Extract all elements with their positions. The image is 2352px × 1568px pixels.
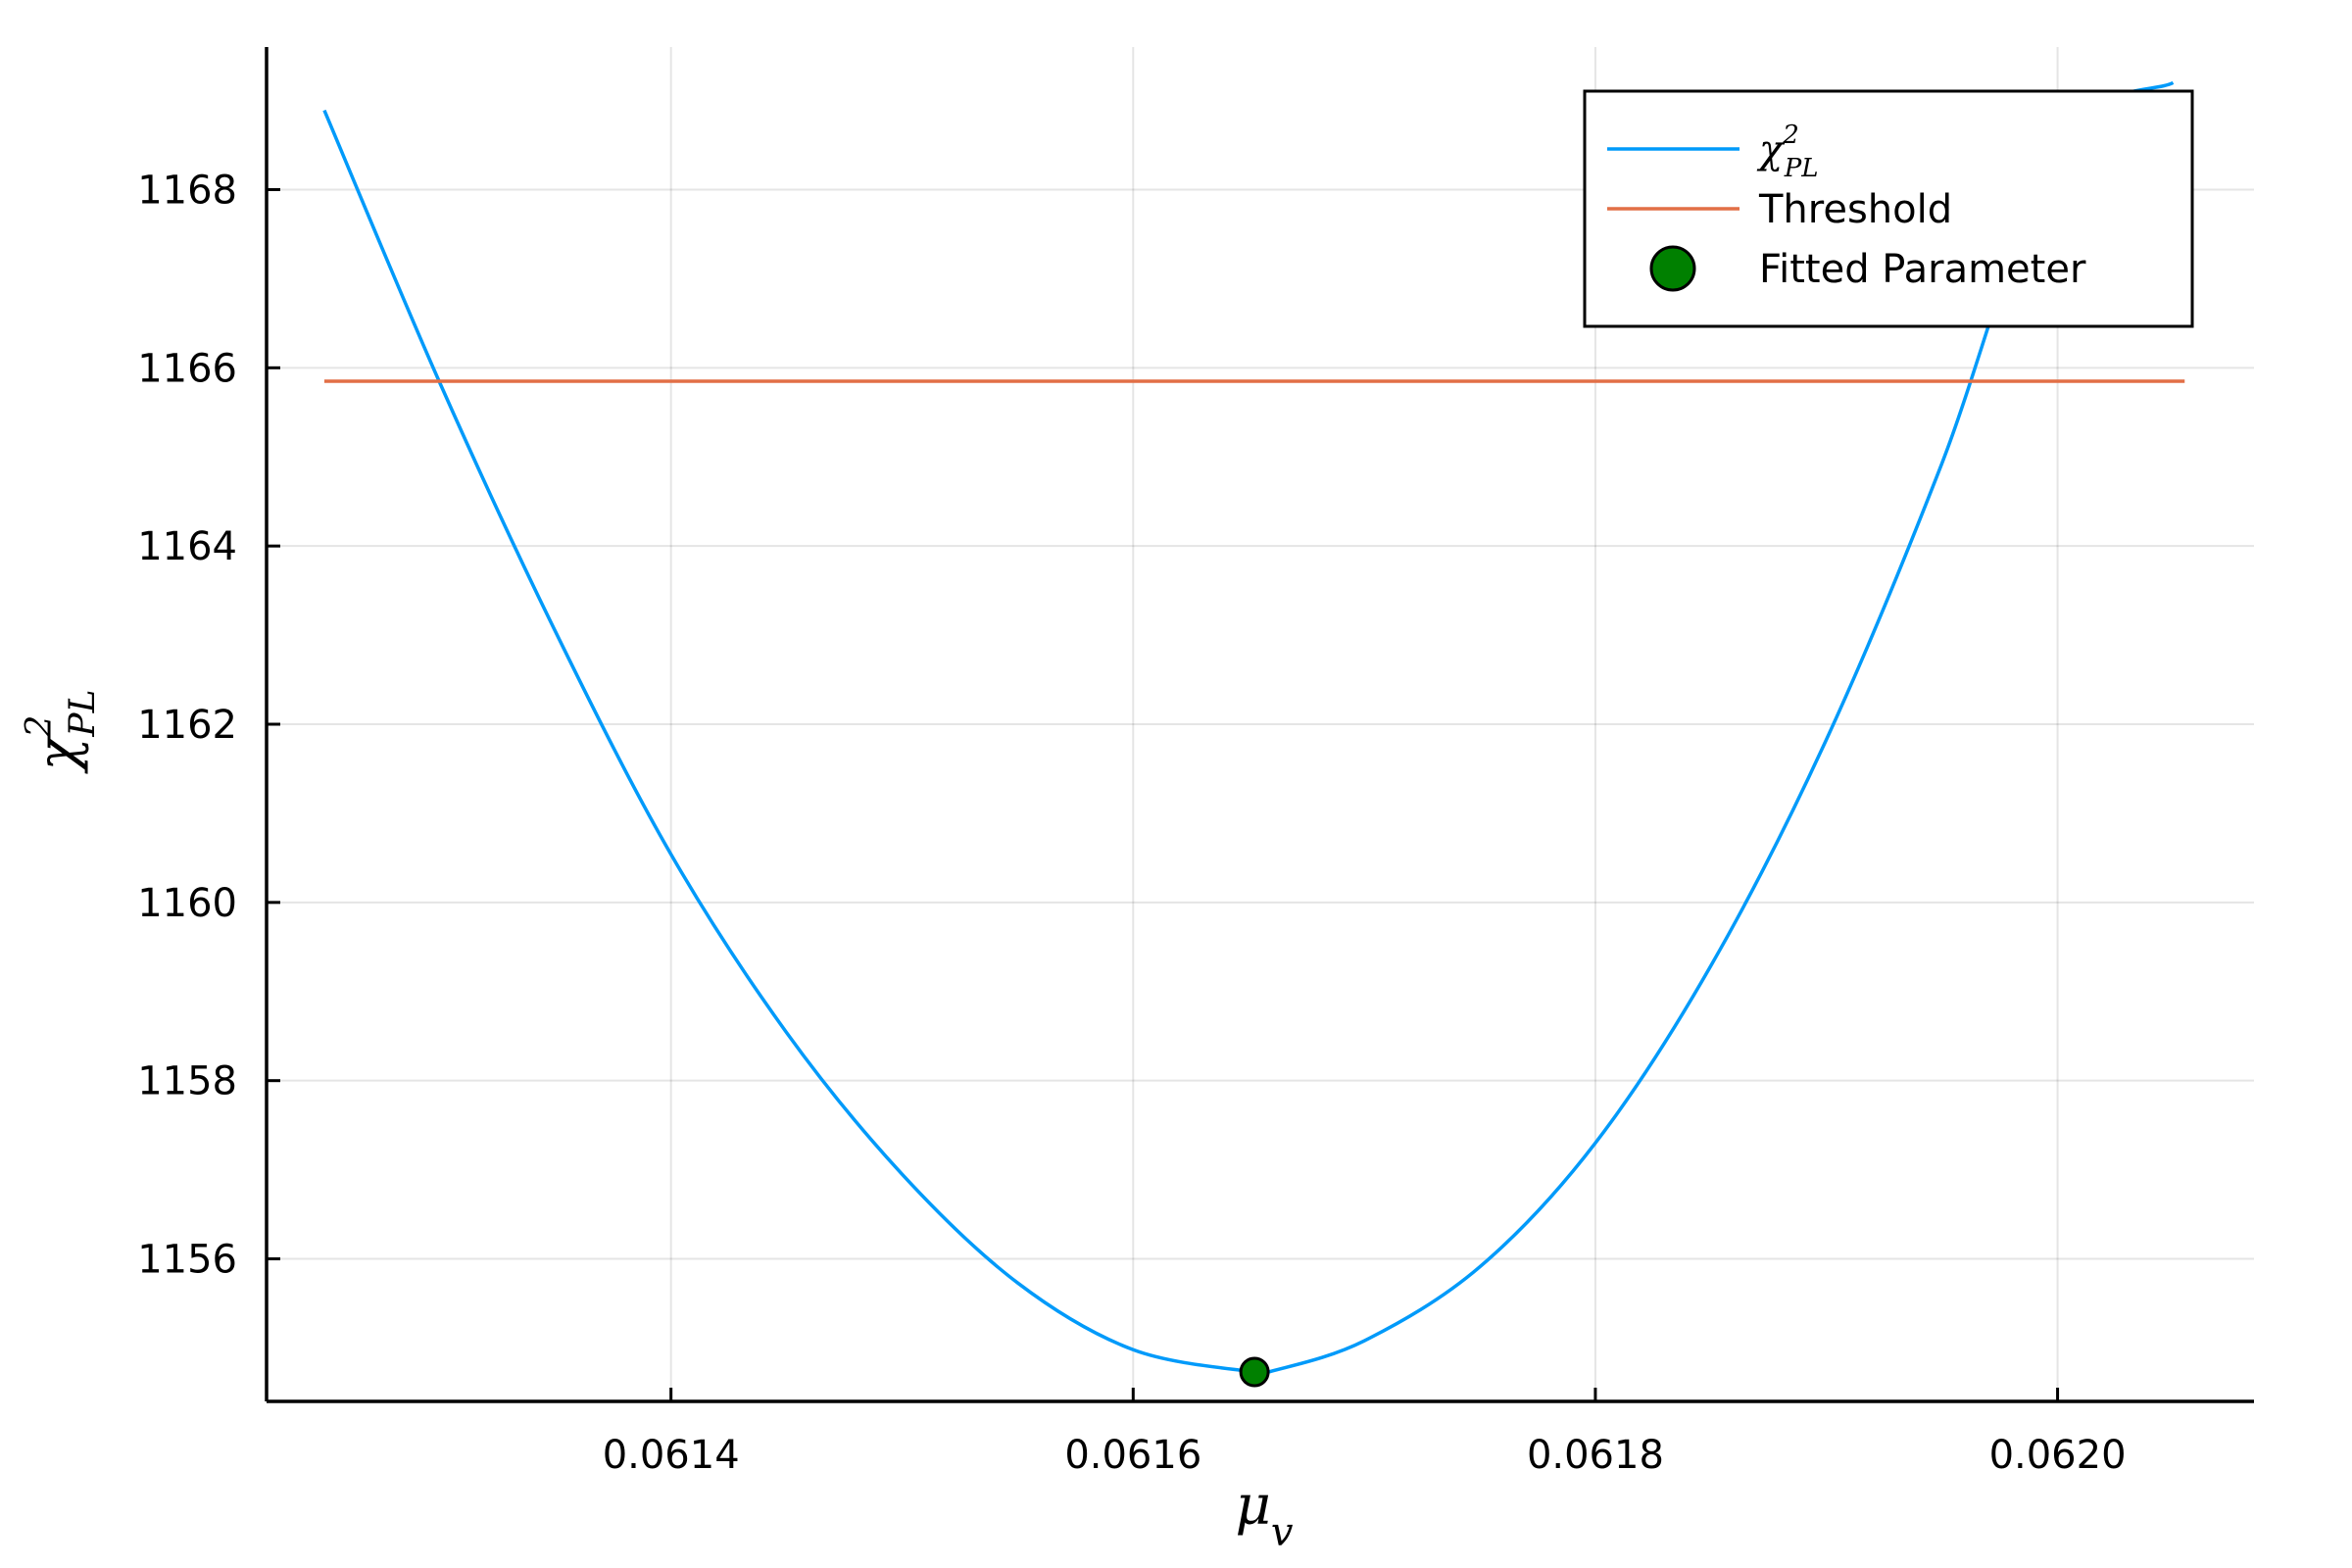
- x-tick-label-2: 0.0618: [1527, 1433, 1664, 1478]
- x-tick-label-1: 0.0616: [1064, 1433, 1201, 1478]
- legend-label-chi2-base: χ: [1756, 127, 1786, 172]
- x-axis-label: μv: [1235, 1474, 1293, 1555]
- y-tick-label-3: 1162: [137, 703, 237, 748]
- y-axis-label-sup: 2: [20, 715, 60, 739]
- x-tick-label-3: 0.0620: [1989, 1433, 2127, 1478]
- y-tick-label-2: 1160: [137, 881, 237, 926]
- legend-label-threshold: Threshold: [1758, 187, 1952, 232]
- legend-label-chi2-sub: PL: [1784, 154, 1819, 183]
- x-axis-label-base: μ: [1235, 1474, 1270, 1538]
- x-ticks: 0.0614 0.0616 0.0618 0.0620: [603, 1388, 2127, 1478]
- x-tick-label-0: 0.0614: [603, 1433, 740, 1478]
- y-tick-label-4: 1164: [137, 524, 237, 569]
- legend-marker-fitted: [1649, 245, 1696, 292]
- fitted-parameter-point: [1239, 1356, 1270, 1388]
- y-tick-label-0: 1156: [137, 1238, 237, 1283]
- y-axis-label-base: χ: [26, 734, 90, 774]
- series-layer: [322, 80, 2185, 1388]
- legend-label-chi2-sup: 2: [1782, 121, 1799, 150]
- y-axis-label: χ2PL: [20, 690, 103, 775]
- x-axis-label-sub: v: [1271, 1510, 1294, 1555]
- legend: χ2 PL Threshold Fitted Parameter: [1583, 89, 2194, 328]
- y-axis-label-sub: PL: [63, 690, 103, 738]
- y-tick-label-1: 1158: [137, 1059, 237, 1104]
- legend-label-chi2: χ2 PL: [1756, 121, 1819, 183]
- legend-label-fitted: Fitted Parameter: [1759, 247, 2086, 292]
- y-tick-label-5: 1166: [137, 346, 237, 391]
- y-tick-label-6: 1168: [137, 168, 237, 213]
- y-ticks: 1156 1158 1160 1162 1164 1166 1168: [137, 168, 280, 1283]
